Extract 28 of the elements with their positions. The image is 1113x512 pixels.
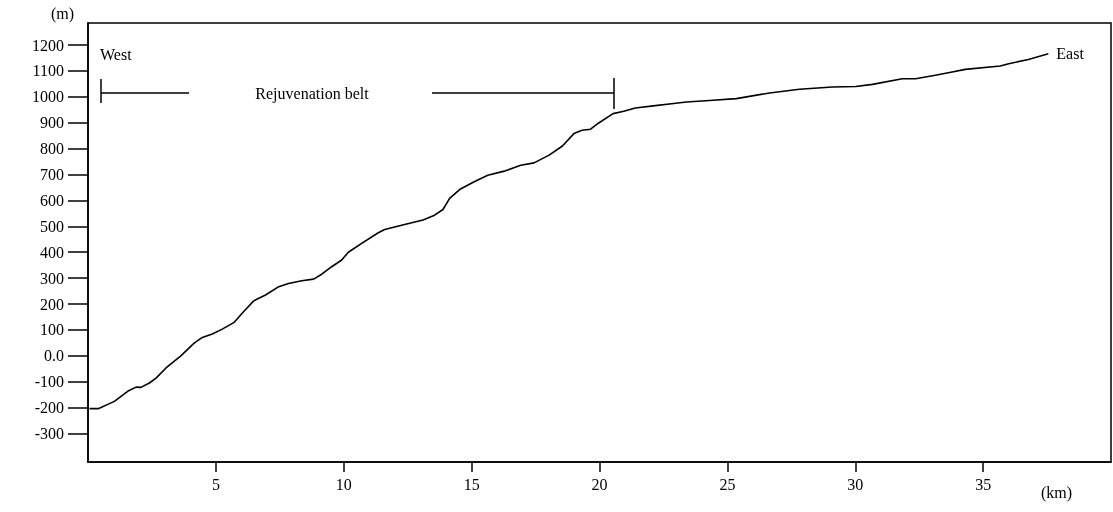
x-axis-title: (km) — [1041, 483, 1073, 502]
x-tick-label: 10 — [335, 475, 352, 493]
y-axis-title: (m) — [50, 4, 74, 23]
y-tick-label: 0.0 — [44, 347, 64, 365]
y-tick-label: 200 — [40, 295, 64, 313]
annotation: Rejuvenation belt — [255, 84, 370, 103]
y-tick-label: -100 — [34, 373, 64, 391]
x-tick-label: 5 — [211, 475, 220, 493]
x-tick-label: 35 — [975, 475, 992, 493]
annotation: East — [1056, 45, 1085, 63]
y-tick-label: -300 — [34, 425, 64, 443]
annotation: West — [100, 45, 133, 63]
x-tick-label: 30 — [847, 475, 864, 493]
y-tick-label: 300 — [40, 269, 64, 287]
y-tick-label: 1200 — [32, 36, 64, 54]
y-tick-label: 900 — [40, 114, 64, 132]
y-tick-label: 700 — [40, 166, 64, 184]
y-tick-label: 1100 — [32, 62, 64, 80]
y-tick-label: 600 — [40, 191, 64, 209]
y-tick-label: 800 — [40, 140, 64, 158]
x-tick-label: 25 — [719, 475, 736, 493]
y-tick-label: 500 — [40, 217, 64, 235]
x-tick-label: 15 — [463, 475, 480, 493]
x-tick-label: 20 — [591, 475, 608, 493]
y-tick-label: 100 — [40, 321, 64, 339]
y-tick-label: 400 — [40, 243, 64, 261]
y-tick-label: 1000 — [32, 88, 64, 106]
y-tick-label: -200 — [34, 399, 64, 417]
